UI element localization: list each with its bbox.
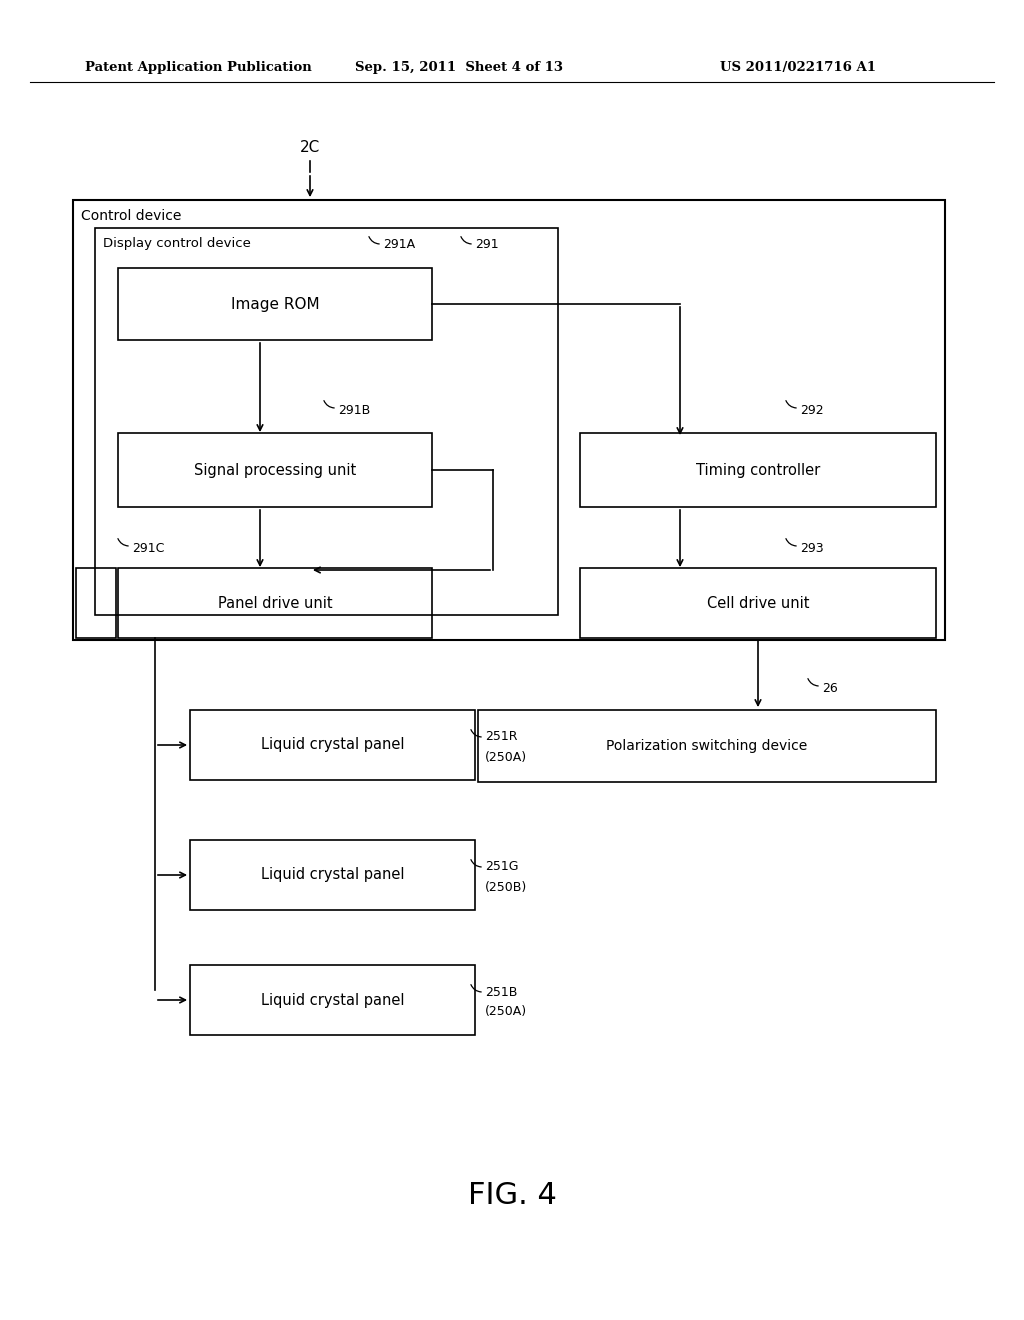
Bar bbox=[118, 433, 432, 507]
Text: 292: 292 bbox=[800, 404, 823, 417]
Text: Liquid crystal panel: Liquid crystal panel bbox=[261, 867, 404, 883]
Text: Timing controller: Timing controller bbox=[696, 462, 820, 478]
Bar bbox=[478, 710, 936, 781]
Text: 293: 293 bbox=[800, 541, 823, 554]
Bar bbox=[190, 965, 475, 1035]
Text: FIG. 4: FIG. 4 bbox=[468, 1180, 556, 1209]
Bar bbox=[580, 568, 936, 638]
Text: Cell drive unit: Cell drive unit bbox=[707, 595, 809, 610]
Text: Control device: Control device bbox=[81, 209, 181, 223]
Text: US 2011/0221716 A1: US 2011/0221716 A1 bbox=[720, 62, 876, 74]
Text: Panel drive unit: Panel drive unit bbox=[218, 595, 333, 610]
Bar bbox=[118, 268, 432, 341]
Text: (250A): (250A) bbox=[485, 751, 527, 763]
Text: Display control device: Display control device bbox=[103, 238, 251, 251]
Text: 291: 291 bbox=[475, 238, 499, 251]
Text: Liquid crystal panel: Liquid crystal panel bbox=[261, 993, 404, 1007]
Text: 251G: 251G bbox=[485, 861, 518, 874]
Text: 291C: 291C bbox=[132, 541, 165, 554]
Text: Image ROM: Image ROM bbox=[230, 297, 319, 312]
Bar bbox=[76, 568, 116, 638]
Bar bbox=[580, 433, 936, 507]
Text: Patent Application Publication: Patent Application Publication bbox=[85, 62, 311, 74]
Bar bbox=[190, 710, 475, 780]
Text: 291A: 291A bbox=[383, 238, 415, 251]
Bar bbox=[118, 568, 432, 638]
Text: 291B: 291B bbox=[338, 404, 371, 417]
Text: Signal processing unit: Signal processing unit bbox=[194, 462, 356, 478]
Text: Sep. 15, 2011  Sheet 4 of 13: Sep. 15, 2011 Sheet 4 of 13 bbox=[355, 62, 563, 74]
Text: Polarization switching device: Polarization switching device bbox=[606, 739, 808, 752]
Bar bbox=[73, 201, 945, 640]
Text: Liquid crystal panel: Liquid crystal panel bbox=[261, 738, 404, 752]
Bar bbox=[190, 840, 475, 909]
Text: 26: 26 bbox=[822, 681, 838, 694]
Text: 251B: 251B bbox=[485, 986, 517, 998]
Text: 251R: 251R bbox=[485, 730, 517, 743]
Text: (250B): (250B) bbox=[485, 880, 527, 894]
Bar bbox=[95, 228, 558, 615]
Text: (250A): (250A) bbox=[485, 1006, 527, 1019]
Text: 2C: 2C bbox=[300, 140, 321, 156]
